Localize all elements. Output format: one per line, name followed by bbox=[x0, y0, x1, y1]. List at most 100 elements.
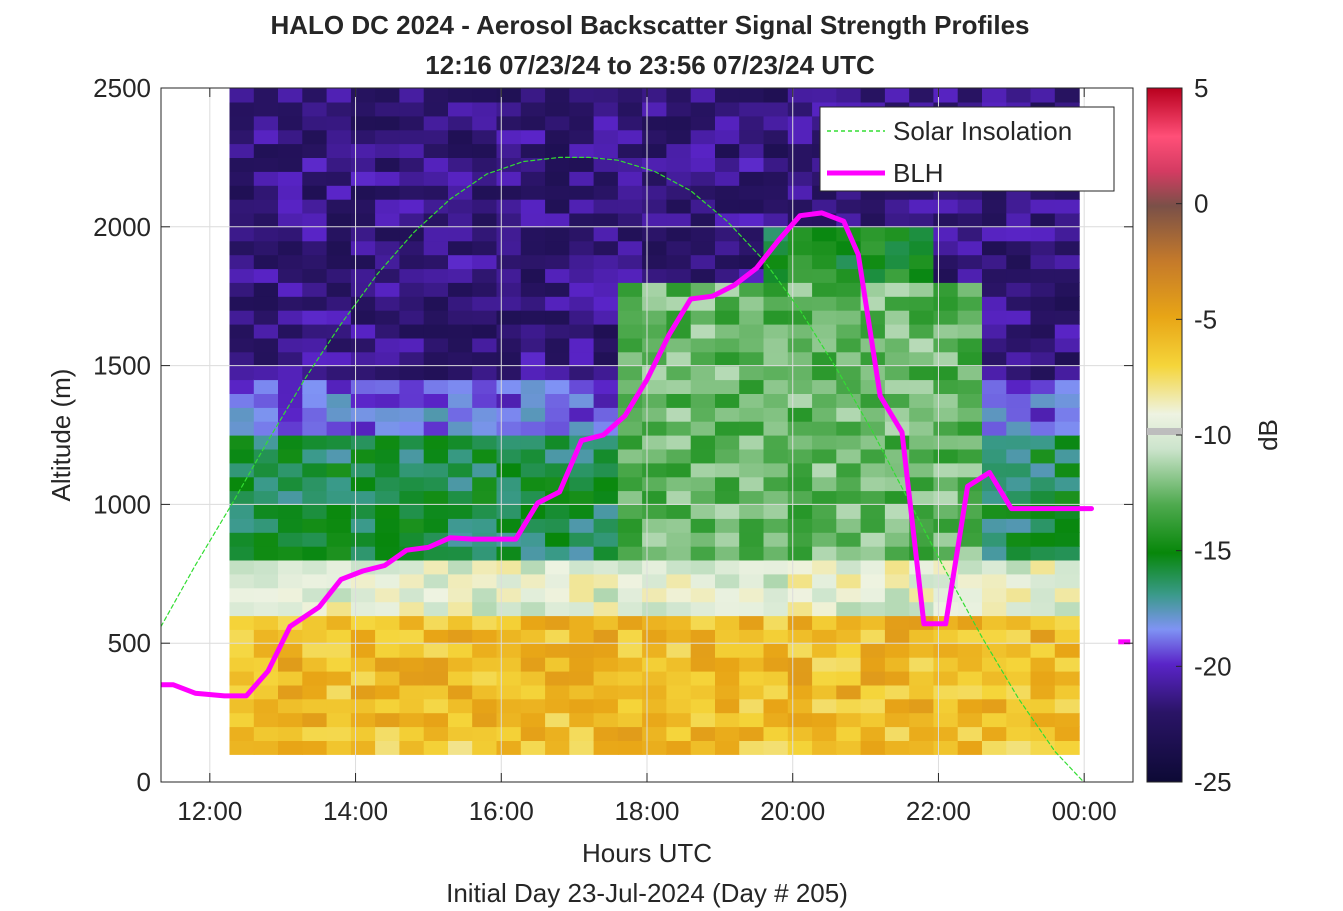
heatmap-cell bbox=[350, 476, 376, 492]
heatmap-cell bbox=[472, 171, 498, 186]
heatmap-cell bbox=[326, 504, 352, 519]
heatmap-cell bbox=[690, 393, 716, 408]
heatmap-cell bbox=[982, 740, 1007, 755]
heatmap-cell bbox=[812, 518, 837, 533]
heatmap-cell bbox=[617, 657, 643, 672]
heatmap-cell bbox=[884, 268, 910, 283]
heatmap-cell bbox=[933, 546, 959, 561]
heatmap-cell bbox=[812, 379, 837, 394]
heatmap-cell bbox=[642, 310, 667, 325]
heatmap-cell bbox=[569, 518, 595, 533]
heatmap-cell bbox=[569, 115, 595, 131]
heatmap-cell bbox=[812, 490, 837, 505]
heatmap-cell bbox=[884, 587, 910, 603]
heatmap-cell bbox=[715, 199, 740, 214]
heatmap-cell bbox=[690, 88, 716, 103]
heatmap-cell bbox=[617, 101, 643, 117]
heatmap-cell bbox=[739, 615, 765, 630]
heatmap-cell bbox=[1054, 199, 1080, 214]
heatmap-cell bbox=[1030, 448, 1056, 464]
heatmap-cell bbox=[278, 726, 303, 741]
heatmap-cell bbox=[496, 157, 522, 172]
heatmap-cell bbox=[302, 712, 328, 728]
heatmap-cell bbox=[278, 518, 303, 533]
heatmap-cell bbox=[569, 671, 595, 686]
heatmap-cell bbox=[399, 615, 425, 630]
legend: Solar Insolation BLH bbox=[819, 106, 1115, 192]
heatmap-cell bbox=[350, 435, 376, 450]
heatmap-cell bbox=[472, 587, 498, 603]
heatmap-cell bbox=[423, 226, 449, 242]
heatmap-cell bbox=[278, 240, 303, 256]
heatmap-cell bbox=[593, 101, 619, 117]
chart-title-line2: 12:16 07/23/24 to 23:56 07/23/24 UTC bbox=[425, 50, 875, 80]
heatmap-cell bbox=[399, 740, 425, 755]
heatmap-cell bbox=[520, 185, 546, 200]
heatmap-cell bbox=[666, 88, 692, 103]
y-axis-label: Altitude (m) bbox=[46, 369, 76, 502]
heatmap-cell bbox=[812, 629, 837, 644]
heatmap-cell bbox=[399, 518, 425, 533]
heatmap-cell bbox=[933, 421, 959, 436]
heatmap-cell bbox=[933, 462, 959, 478]
heatmap-cell bbox=[569, 698, 595, 714]
heatmap-cell bbox=[423, 490, 449, 505]
heatmap-cell bbox=[933, 240, 959, 256]
heatmap-cell bbox=[715, 324, 740, 339]
heatmap-cell bbox=[933, 698, 959, 714]
heatmap-cell bbox=[812, 435, 837, 450]
heatmap-cell bbox=[569, 643, 595, 658]
heatmap-cell bbox=[787, 268, 813, 283]
heatmap-cell bbox=[472, 240, 498, 256]
heatmap-cell bbox=[423, 573, 449, 589]
heatmap-cell bbox=[982, 435, 1007, 450]
heatmap-cell bbox=[229, 587, 255, 603]
heatmap-cell bbox=[229, 185, 255, 200]
heatmap-cell bbox=[1006, 462, 1032, 478]
heatmap-cell bbox=[860, 421, 886, 436]
heatmap-cell bbox=[690, 476, 716, 492]
heatmap-cell bbox=[933, 351, 959, 367]
heatmap-cell bbox=[787, 684, 813, 700]
heatmap-cell bbox=[302, 157, 328, 172]
heatmap-cell bbox=[326, 643, 352, 658]
heatmap-cell bbox=[812, 726, 837, 741]
heatmap-cell bbox=[982, 448, 1007, 464]
heatmap-cell bbox=[472, 615, 498, 630]
heatmap-cell bbox=[909, 421, 935, 436]
heatmap-cell bbox=[763, 268, 789, 283]
heatmap-cell bbox=[472, 643, 498, 658]
heatmap-cell bbox=[448, 726, 473, 741]
heatmap-cell bbox=[836, 546, 862, 561]
heatmap-cell bbox=[302, 101, 328, 117]
heatmap-cell bbox=[836, 698, 862, 714]
heatmap-cell bbox=[448, 559, 473, 575]
heatmap-cell bbox=[909, 435, 935, 450]
heatmap-cell bbox=[884, 88, 910, 103]
heatmap-cell bbox=[982, 268, 1007, 283]
heatmap-cell bbox=[690, 601, 716, 617]
heatmap-cell bbox=[302, 212, 328, 228]
heatmap-cell bbox=[496, 587, 522, 603]
heatmap-cell bbox=[715, 185, 740, 200]
heatmap-cell bbox=[593, 240, 619, 256]
heatmap-cell bbox=[520, 171, 546, 186]
heatmap-cell bbox=[715, 129, 740, 145]
heatmap-cell bbox=[787, 615, 813, 630]
heatmap-cell bbox=[229, 199, 255, 214]
heatmap-cell bbox=[448, 379, 473, 394]
heatmap-cell bbox=[520, 462, 546, 478]
heatmap-cell bbox=[302, 185, 328, 200]
heatmap-cell bbox=[423, 212, 449, 228]
heatmap-cell bbox=[545, 684, 570, 700]
heatmap-cell bbox=[593, 226, 619, 242]
heatmap-cell bbox=[545, 504, 570, 519]
heatmap-cell bbox=[1030, 254, 1056, 270]
heatmap-cell bbox=[326, 671, 352, 686]
heatmap-cell bbox=[812, 573, 837, 589]
heatmap-cell bbox=[253, 212, 279, 228]
heatmap-cell bbox=[520, 393, 546, 408]
heatmap-cell bbox=[739, 407, 765, 422]
heatmap-cell bbox=[884, 546, 910, 561]
heatmap-cell bbox=[1030, 226, 1056, 242]
